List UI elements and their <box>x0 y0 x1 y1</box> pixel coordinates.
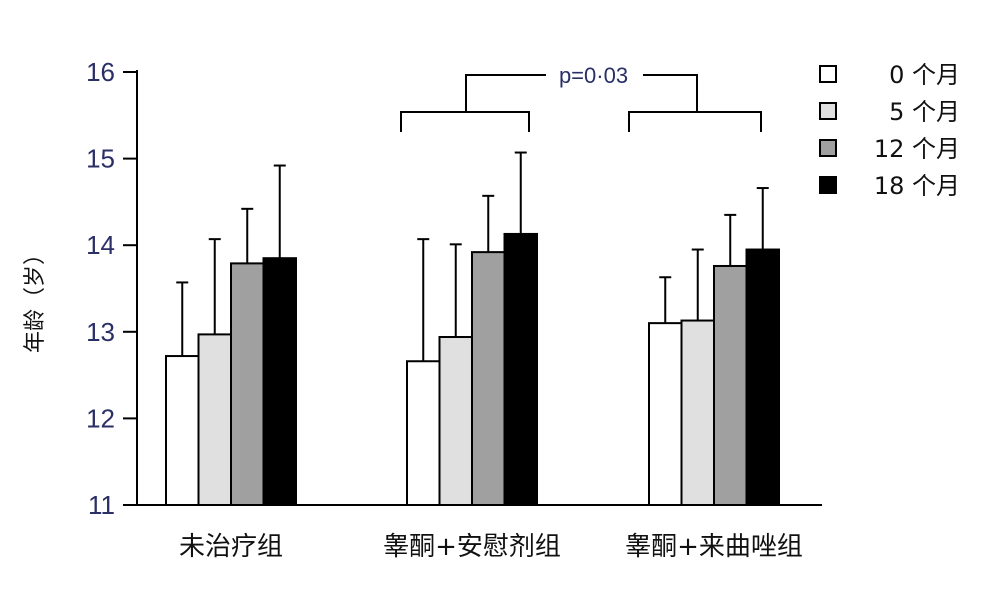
bar <box>503 232 538 507</box>
y-tick-label: 15 <box>86 144 115 174</box>
bar <box>230 262 265 506</box>
legend-label: 5 个月 <box>889 98 960 126</box>
y-axis-label: 年龄（岁） <box>23 243 48 353</box>
y-tick-label: 14 <box>86 230 115 260</box>
bar <box>197 333 232 507</box>
legend-swatch <box>819 176 837 194</box>
significance-bracket <box>400 74 762 132</box>
bar <box>713 264 748 507</box>
bar <box>471 251 506 506</box>
x-category-label: 睾酮+安慰剂组 <box>383 532 561 562</box>
bar <box>680 319 715 506</box>
legend-swatch <box>819 102 837 120</box>
significance-annotation: p=0·03 <box>400 63 762 132</box>
legend-label: 18 个月 <box>874 172 960 200</box>
legend-label: 0 个月 <box>889 61 960 89</box>
bar <box>406 360 441 506</box>
bar <box>745 248 780 506</box>
y-tick-label: 12 <box>86 403 115 433</box>
legend: 0 个月 5 个月 12 个月 18 个月 <box>819 61 960 200</box>
bar <box>648 322 683 507</box>
bars <box>165 232 780 507</box>
legend-label: 12 个月 <box>874 135 960 163</box>
y-tick-label: 11 <box>88 490 115 520</box>
error-bars <box>176 151 769 362</box>
y-tick-label: 13 <box>86 317 115 347</box>
y-tick-label: 16 <box>86 57 115 87</box>
p-value-label: p=0·03 <box>559 63 628 88</box>
bar <box>262 257 297 506</box>
legend-swatch <box>819 65 837 83</box>
x-category-label: 睾酮+来曲唑组 <box>625 532 803 562</box>
x-category-label: 未治疗组 <box>179 532 283 562</box>
bar <box>438 335 473 506</box>
legend-swatch <box>819 139 837 157</box>
bar <box>165 355 200 506</box>
axes: 11 12 13 14 15 16 未治疗组 睾酮+安慰剂组 睾酮+来曲唑组 <box>86 57 822 562</box>
